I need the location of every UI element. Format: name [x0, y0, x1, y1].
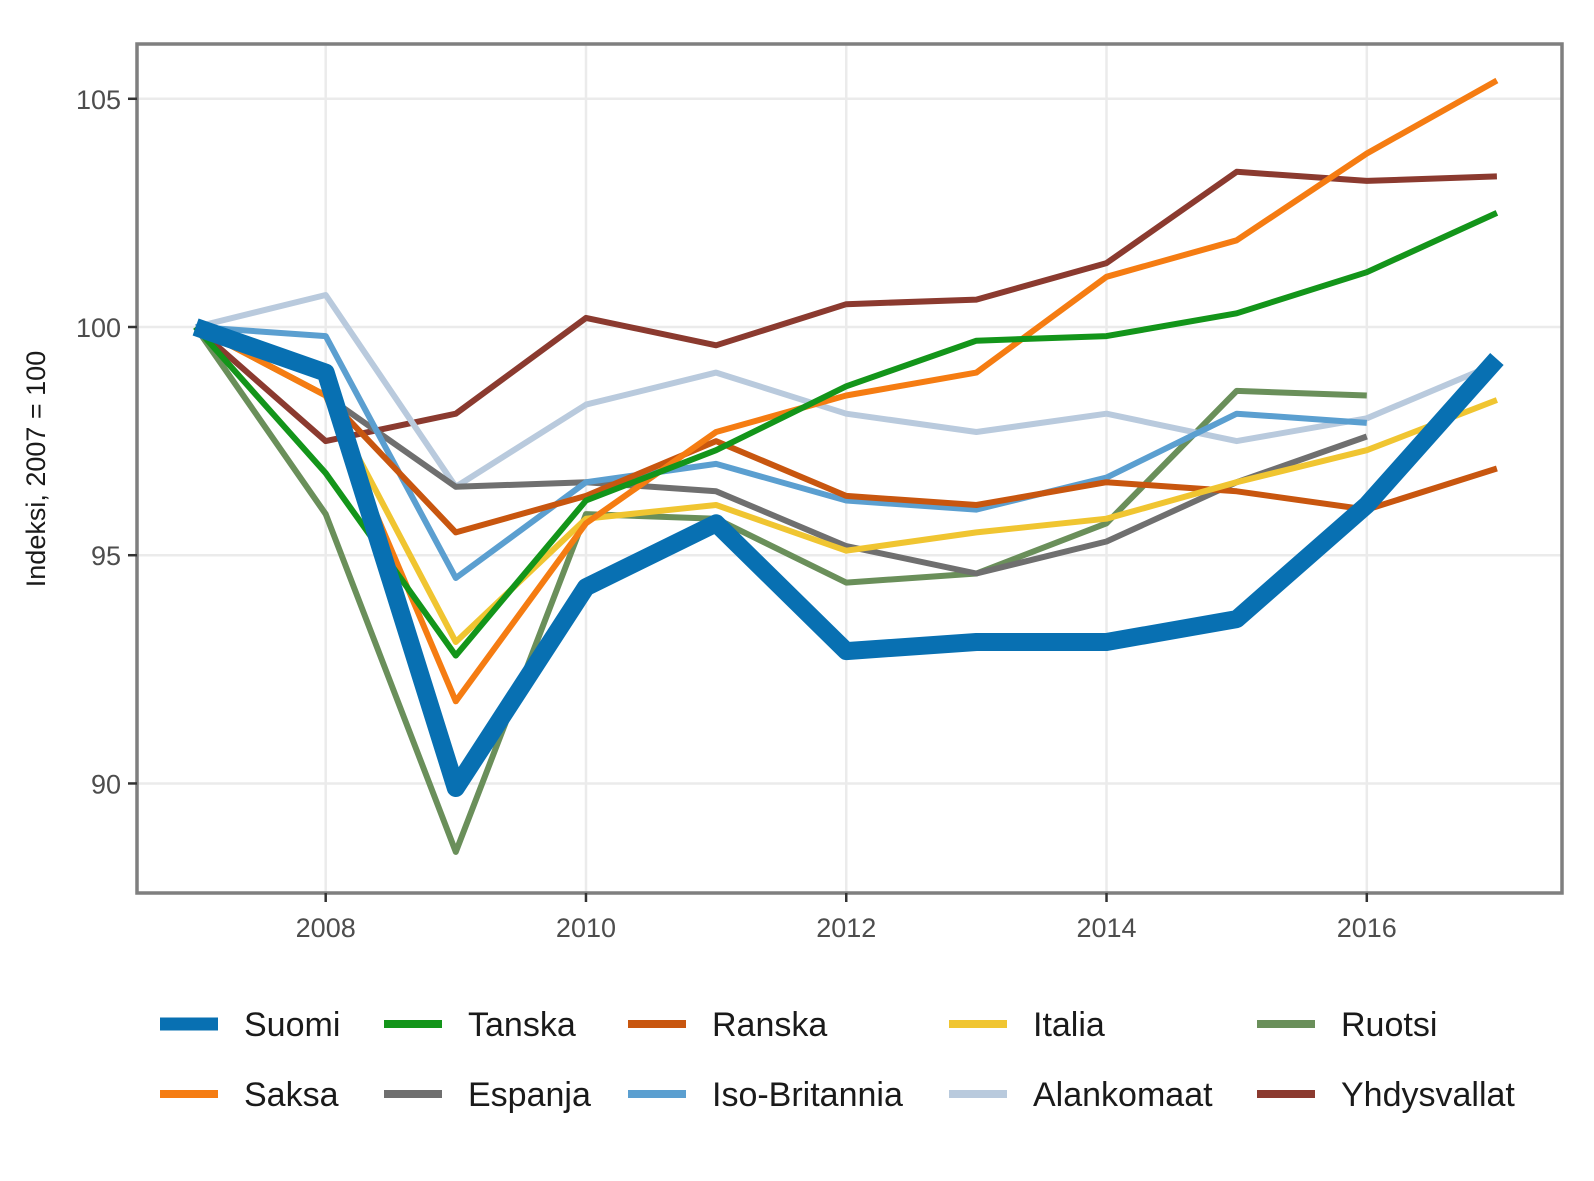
x-tick-label: 2012	[816, 913, 876, 943]
series-line-tanska	[193, 210, 1499, 659]
series-line-suomi	[192, 318, 1504, 797]
legend-item-italia: Italia	[949, 1006, 1105, 1044]
plot-panel	[135, 42, 1564, 895]
x-tick-label: 2010	[556, 913, 616, 943]
grid-lines	[137, 44, 1562, 893]
legend-label: Italia	[1033, 1006, 1105, 1044]
legend-item-alankomaat: Alankomaat	[949, 1076, 1213, 1114]
legend-item-yhdysvallat: Yhdysvallat	[1257, 1076, 1515, 1114]
y-tick-label: 105	[76, 85, 121, 115]
y-tick-label: 95	[91, 541, 121, 571]
series-line-alankomaat	[194, 292, 1499, 490]
legend-item-suomi: Suomi	[160, 1006, 340, 1044]
series-line-iso-britannia	[195, 324, 1368, 581]
legend-label: Espanja	[468, 1076, 591, 1114]
legend-label: Alankomaat	[1033, 1076, 1213, 1114]
series-line-espanja	[194, 324, 1368, 577]
legend-label: Tanska	[468, 1006, 576, 1044]
legend-item-espanja: Espanja	[384, 1076, 591, 1114]
series-lines	[192, 77, 1504, 855]
y-tick-label: 100	[76, 313, 121, 343]
legend-item-ruotsi: Ruotsi	[1257, 1006, 1437, 1044]
legend-label: Suomi	[244, 1006, 340, 1044]
series-line-italia	[194, 324, 1498, 645]
legend-label: Yhdysvallat	[1341, 1076, 1515, 1114]
legend-item-tanska: Tanska	[384, 1006, 576, 1044]
legend-item-iso-britannia: Iso-Britannia	[628, 1076, 903, 1114]
x-tick-label: 2016	[1337, 913, 1397, 943]
legend-label: Iso-Britannia	[712, 1076, 903, 1114]
legend-item-saksa: Saksa	[160, 1076, 339, 1114]
x-tick-label: 2008	[296, 913, 356, 943]
plot-border	[135, 42, 1564, 895]
series-line-ruotsi	[193, 325, 1367, 855]
legend-label: Saksa	[244, 1076, 339, 1114]
legend-label: Ranska	[712, 1006, 827, 1044]
plot-background	[137, 44, 1562, 893]
legend: Suomi Tanska Ranska Italia Ruotsi Saksa Espanj…	[160, 1006, 1515, 1114]
legend-item-ranska: Ranska	[628, 1006, 827, 1044]
axes: 2008 2010 2012 2014 2016 90 95 100 105	[76, 85, 1397, 943]
series-line-ranska	[194, 324, 1498, 536]
y-tick-label: 90	[91, 769, 121, 799]
y-axis-title: Indeksi, 2007 = 100	[21, 351, 51, 587]
x-tick-label: 2014	[1076, 913, 1136, 943]
legend-label: Ruotsi	[1341, 1006, 1437, 1044]
